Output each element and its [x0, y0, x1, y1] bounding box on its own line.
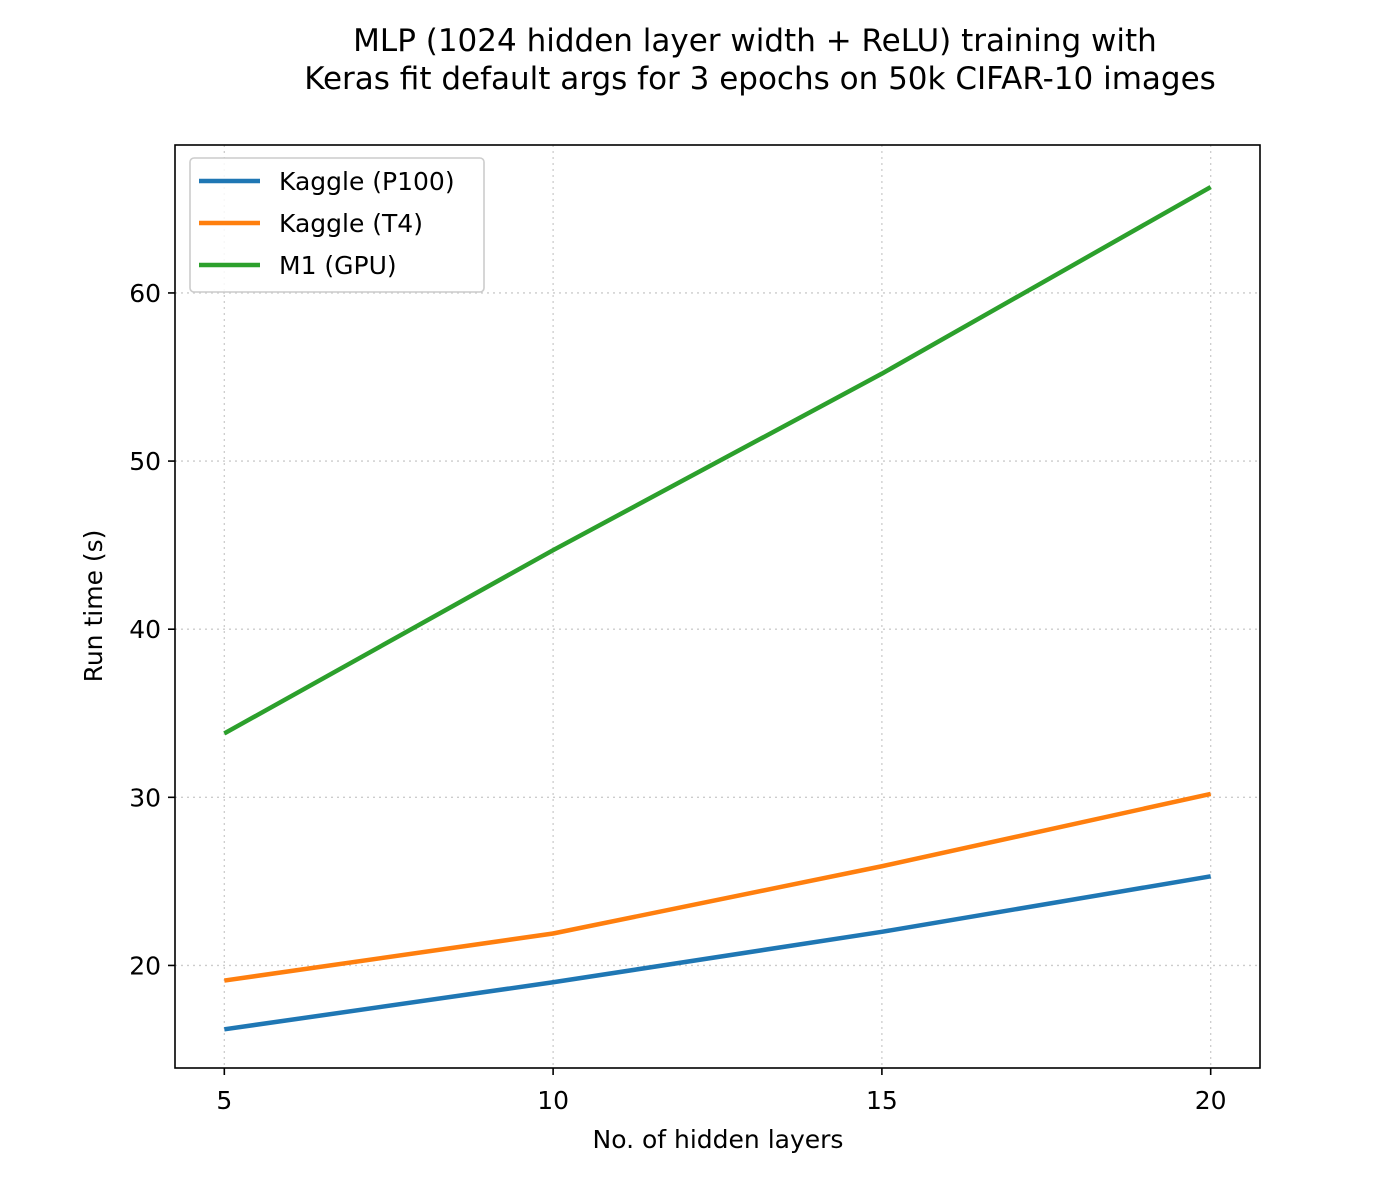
x-tick-label: 5 — [216, 1086, 232, 1115]
grid — [175, 145, 1260, 1068]
y-axis-ticks: 20 30 40 50 60 — [129, 279, 175, 980]
axes-frame — [174, 144, 1261, 1069]
legend: Kaggle (P100) Kaggle (T4) M1 (GPU) — [189, 157, 485, 293]
series-group — [223, 185, 1212, 1032]
y-tick-label: 30 — [129, 783, 161, 812]
x-tick-label: 20 — [1195, 1086, 1227, 1115]
series-line-t4 — [223, 791, 1212, 983]
chart-title-line-2: Keras fit default args for 3 epochs on 5… — [304, 61, 1216, 97]
y-tick-label: 60 — [129, 279, 161, 308]
legend-label-t4: Kaggle (T4) — [279, 209, 423, 238]
x-tick-label: 15 — [866, 1086, 898, 1115]
legend-box — [189, 157, 485, 293]
series-line-p100 — [223, 874, 1212, 1032]
plot-area — [175, 145, 1260, 1068]
legend-item-p100: Kaggle (P100) — [199, 167, 455, 196]
legend-label-p100: Kaggle (P100) — [279, 167, 455, 196]
y-tick-label: 50 — [129, 447, 161, 476]
y-tick-label: 20 — [129, 951, 161, 980]
legend-label-m1: M1 (GPU) — [279, 251, 397, 280]
y-tick-label: 40 — [129, 615, 161, 644]
legend-item-m1: M1 (GPU) — [199, 251, 397, 280]
chart-title-line-1: MLP (1024 hidden layer width + ReLU) tra… — [353, 23, 1157, 59]
x-tick-label: 10 — [537, 1086, 569, 1115]
legend-item-t4: Kaggle (T4) — [199, 209, 423, 238]
y-axis-label: Run time (s) — [79, 530, 108, 683]
series-line-m1 — [223, 185, 1212, 736]
x-axis-label: No. of hidden layers — [593, 1125, 844, 1154]
x-axis-ticks: 5 10 15 20 — [216, 1068, 1227, 1115]
